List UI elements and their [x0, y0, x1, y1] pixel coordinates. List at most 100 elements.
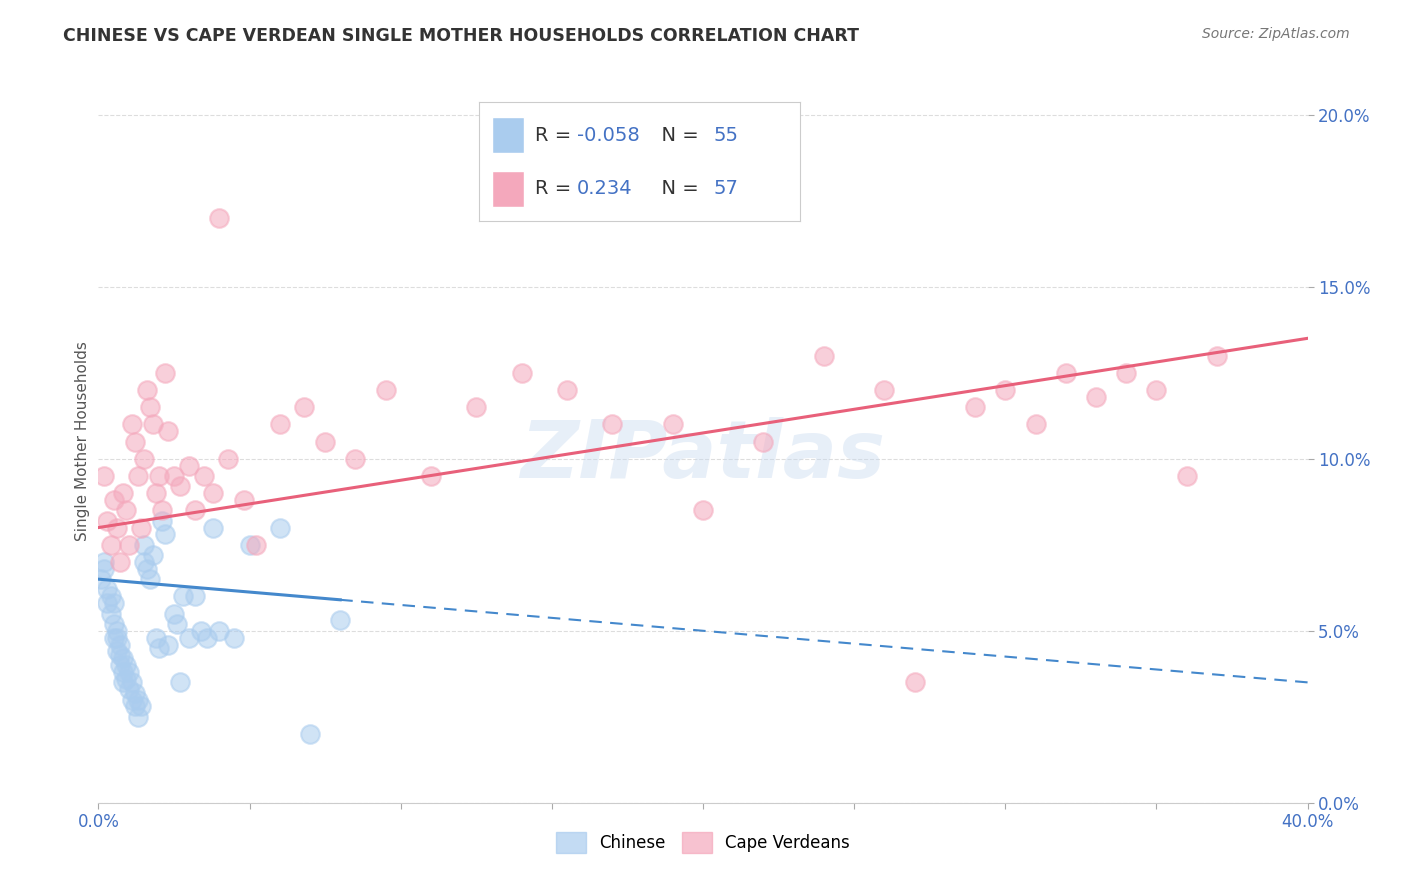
Point	[344, 451, 367, 466]
Point	[111, 675, 134, 690]
Point	[103, 493, 125, 508]
Point	[156, 424, 179, 438]
Point	[114, 503, 136, 517]
Point	[179, 631, 201, 645]
Point	[813, 349, 835, 363]
Point	[142, 417, 165, 432]
Point	[96, 514, 118, 528]
Point	[169, 479, 191, 493]
Point	[145, 631, 167, 645]
Point	[93, 555, 115, 569]
Point	[100, 590, 122, 604]
Point	[108, 658, 131, 673]
Point	[965, 400, 987, 414]
Point	[153, 527, 176, 541]
Point	[661, 417, 683, 432]
Point	[108, 648, 131, 662]
Point	[132, 555, 155, 569]
Point	[105, 631, 128, 645]
Point	[135, 562, 157, 576]
Point	[145, 486, 167, 500]
Point	[292, 400, 315, 414]
Point	[163, 607, 186, 621]
Point	[217, 451, 239, 466]
Point	[269, 417, 291, 432]
Point	[374, 383, 396, 397]
Point	[105, 644, 128, 658]
Point	[166, 616, 188, 631]
Point	[103, 616, 125, 631]
Point	[752, 434, 775, 449]
Point	[156, 638, 179, 652]
Point	[202, 520, 225, 534]
Point	[124, 686, 146, 700]
Point	[103, 631, 125, 645]
Point	[184, 590, 207, 604]
Point	[555, 383, 578, 397]
Point	[121, 692, 143, 706]
Point	[873, 383, 896, 397]
Point	[179, 458, 201, 473]
Point	[202, 486, 225, 500]
Point	[184, 503, 207, 517]
Point	[114, 658, 136, 673]
Point	[132, 538, 155, 552]
Point	[111, 486, 134, 500]
Point	[111, 651, 134, 665]
Point	[169, 675, 191, 690]
Point	[904, 675, 927, 690]
Text: CHINESE VS CAPE VERDEAN SINGLE MOTHER HOUSEHOLDS CORRELATION CHART: CHINESE VS CAPE VERDEAN SINGLE MOTHER HO…	[63, 27, 859, 45]
Point	[127, 469, 149, 483]
Point	[1024, 417, 1046, 432]
Point	[121, 675, 143, 690]
Point	[103, 596, 125, 610]
Point	[121, 417, 143, 432]
Point	[172, 590, 194, 604]
Point	[132, 451, 155, 466]
Point	[100, 538, 122, 552]
Text: Source: ZipAtlas.com: Source: ZipAtlas.com	[1202, 27, 1350, 41]
Point	[150, 514, 173, 528]
Point	[105, 624, 128, 638]
Point	[193, 469, 215, 483]
Point	[232, 493, 254, 508]
Point	[124, 434, 146, 449]
Point	[208, 624, 231, 638]
Point	[1085, 390, 1108, 404]
Point	[163, 469, 186, 483]
Point	[100, 607, 122, 621]
Point	[195, 631, 218, 645]
Point	[118, 538, 141, 552]
Point	[314, 434, 336, 449]
Point	[108, 555, 131, 569]
Point	[111, 665, 134, 679]
Point	[245, 538, 267, 552]
Point	[224, 631, 246, 645]
Point	[299, 727, 322, 741]
Point	[142, 548, 165, 562]
Point	[465, 400, 488, 414]
Point	[692, 503, 714, 517]
Legend: Chinese, Cape Verdeans: Chinese, Cape Verdeans	[550, 826, 856, 860]
Point	[118, 682, 141, 697]
Point	[93, 469, 115, 483]
Point	[135, 383, 157, 397]
Point	[1144, 383, 1167, 397]
Point	[994, 383, 1017, 397]
Point	[129, 699, 152, 714]
Point	[1054, 366, 1077, 380]
Point	[148, 469, 170, 483]
Point	[208, 211, 231, 225]
Point	[114, 672, 136, 686]
Point	[239, 538, 262, 552]
Point	[150, 503, 173, 517]
Point	[108, 638, 131, 652]
Point	[269, 520, 291, 534]
Point	[124, 699, 146, 714]
Point	[127, 710, 149, 724]
Y-axis label: Single Mother Households: Single Mother Households	[75, 342, 90, 541]
Point	[90, 572, 112, 586]
Point	[96, 596, 118, 610]
Point	[602, 417, 624, 432]
Point	[510, 366, 533, 380]
